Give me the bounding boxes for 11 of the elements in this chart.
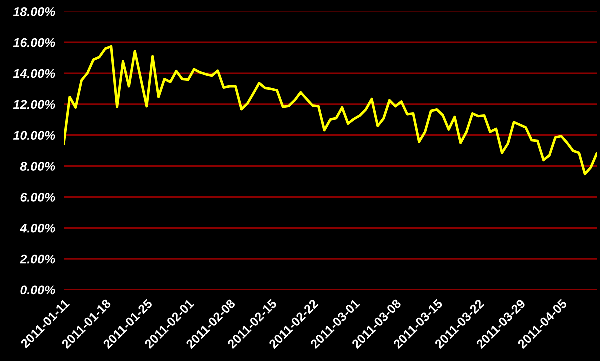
- y-tick-label: 18.00%: [13, 8, 56, 16]
- y-tick-label: 14.00%: [13, 69, 56, 78]
- y-tick-label: 16.00%: [13, 38, 56, 48]
- y-tick-label: 6.00%: [20, 193, 56, 202]
- y-tick-label: 2.00%: [20, 254, 56, 264]
- y-tick-label: 12.00%: [13, 100, 56, 110]
- line-series: [64, 45, 597, 176]
- y-tick-label: 4.00%: [20, 224, 56, 233]
- y-tick-label: 0.00%: [20, 286, 56, 295]
- y-tick-label: 10.00%: [13, 131, 56, 140]
- y-tick-label: 8.00%: [20, 162, 56, 171]
